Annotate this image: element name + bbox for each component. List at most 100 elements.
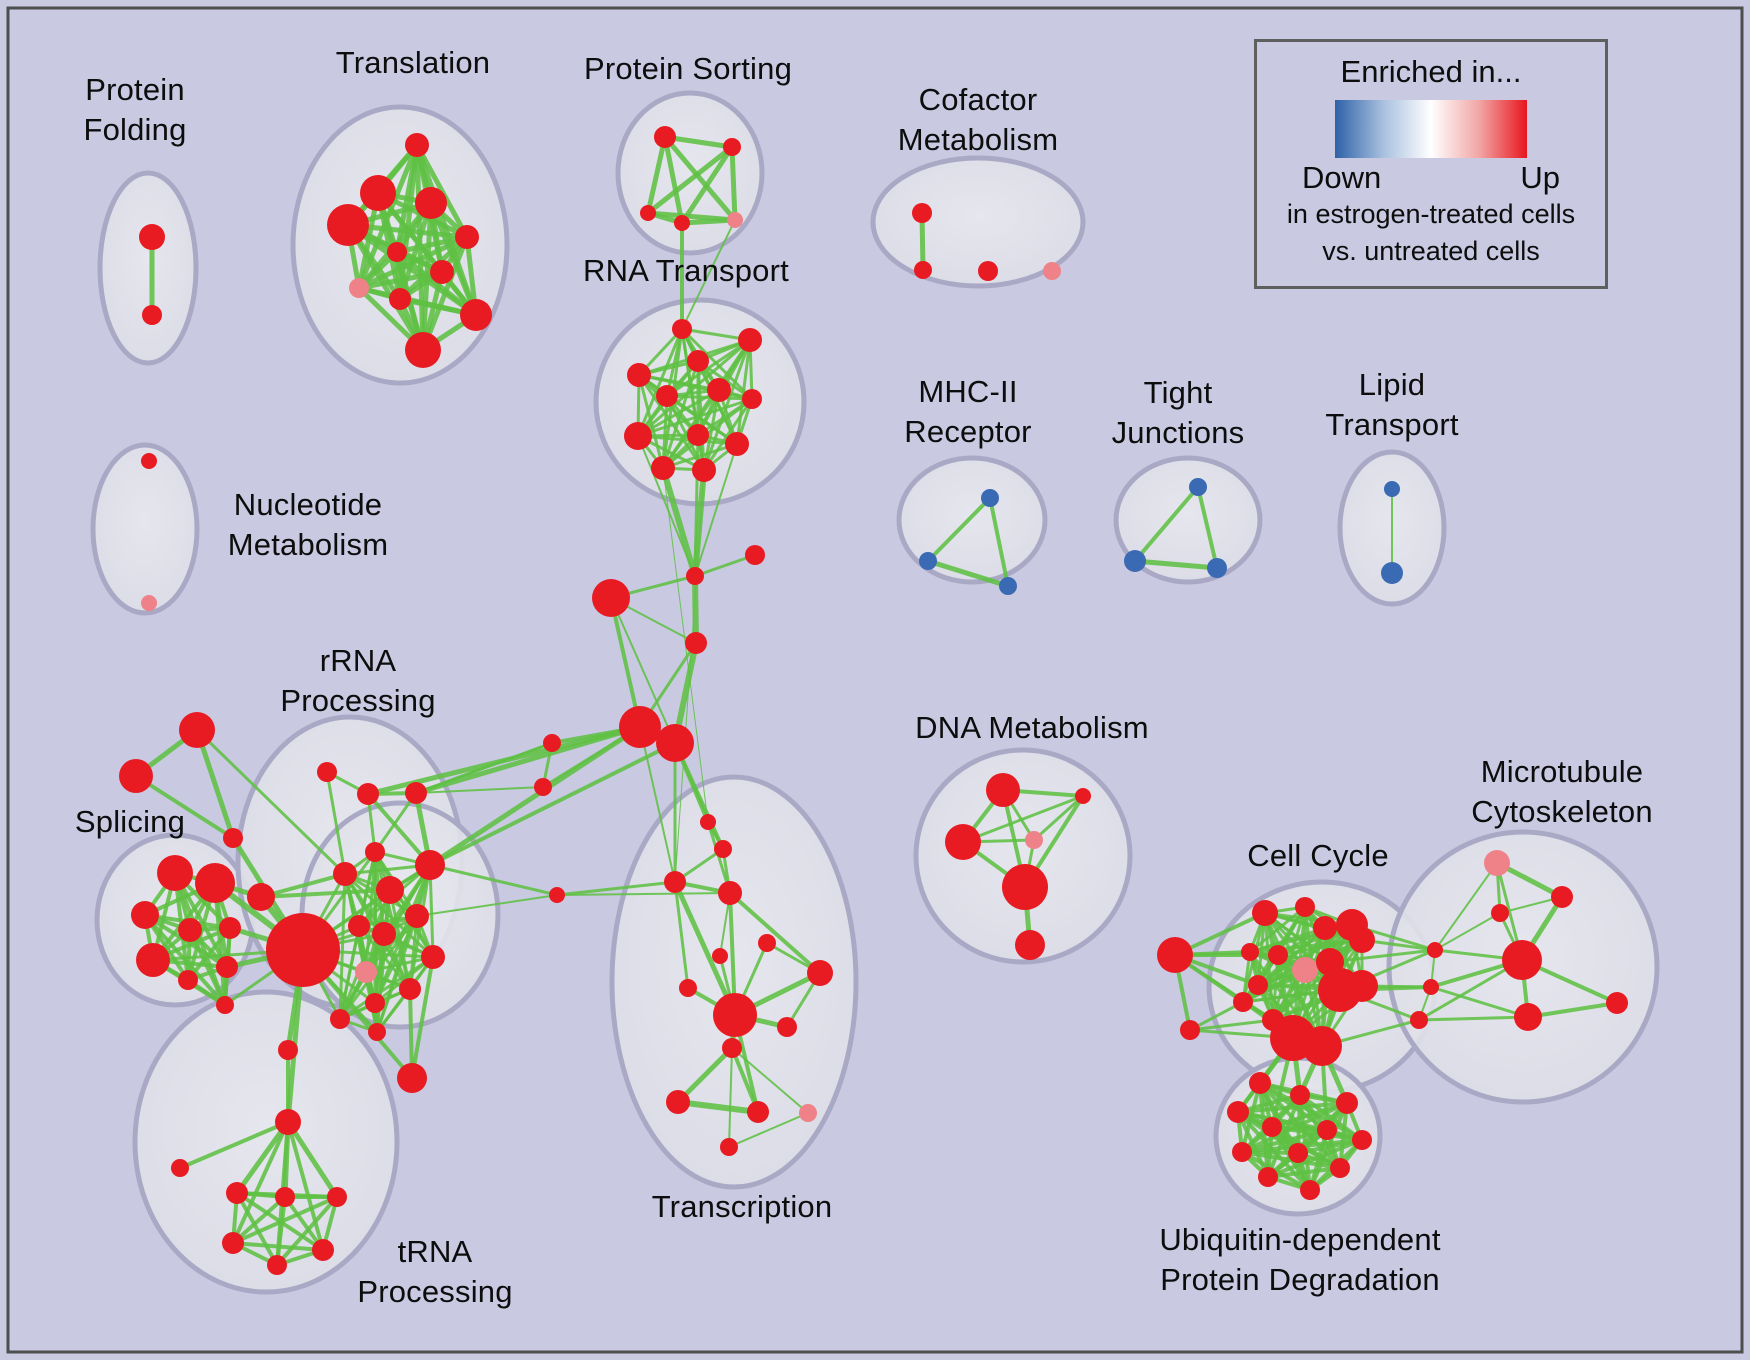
legend-gradient-bar — [1335, 100, 1527, 158]
cluster-label-protein-folding: Protein — [85, 72, 185, 107]
cluster-label-mhc-ii-receptor: MHC-II — [918, 374, 1017, 409]
network-node-rt2 — [738, 328, 762, 352]
cluster-label-transcription: Transcription — [652, 1189, 833, 1224]
network-edge — [235, 1191, 279, 1267]
network-node-d2 — [1075, 788, 1091, 804]
network-node-d5 — [1002, 864, 1048, 910]
network-node-r11 — [355, 961, 377, 983]
network-node-tn4 — [222, 1232, 244, 1254]
network-node-s7 — [178, 970, 198, 990]
network-node-c11 — [1233, 992, 1253, 1012]
network-node-tj1 — [1189, 478, 1207, 496]
network-node-r5 — [333, 862, 357, 886]
network-edge — [555, 880, 677, 897]
network-node-lp1 — [1384, 481, 1400, 497]
cluster-label-rrna-processing: rRNA — [320, 643, 397, 678]
cluster-label-nucleotide-metabolism: Nucleotide — [234, 487, 382, 522]
network-edge — [728, 1047, 733, 1148]
network-edge — [694, 443, 738, 577]
network-edge — [428, 863, 559, 897]
network-node-nm1 — [141, 453, 157, 469]
network-edge — [728, 891, 822, 975]
network-node-ps4 — [674, 215, 690, 231]
network-edge — [693, 553, 757, 578]
network-edge — [637, 373, 706, 472]
network-edge — [231, 1195, 339, 1245]
legend-box: Enriched in... Down Up in estrogen-treat… — [1254, 39, 1608, 289]
network-edge — [427, 724, 643, 868]
network-node-u4 — [1227, 1101, 1249, 1123]
network-edge — [375, 932, 386, 1034]
network-node-mh3 — [999, 577, 1017, 595]
network-node-sat1 — [179, 712, 215, 748]
network-node-u10 — [1330, 1158, 1350, 1178]
network-node-tc9 — [713, 993, 757, 1037]
network-node-s1 — [157, 855, 193, 891]
network-node-mt6 — [1606, 992, 1628, 1014]
cluster-label-tight-junctions: Junctions — [1112, 415, 1245, 450]
cluster-label-cell-cycle: Cell Cycle — [1247, 838, 1389, 873]
network-node-rt9 — [687, 424, 709, 446]
network-edge — [143, 913, 227, 1007]
network-node-mt1 — [1484, 850, 1510, 876]
network-node-u7 — [1352, 1130, 1372, 1150]
network-edge — [414, 142, 470, 240]
network-node-t8 — [349, 278, 369, 298]
network-edge — [645, 134, 668, 216]
network-node-r18 — [397, 1063, 427, 1093]
network-node-tc2 — [714, 840, 732, 858]
cluster-label-ubiquitin-degradation: Protein Degradation — [1160, 1262, 1440, 1297]
network-node-m9 — [1410, 1011, 1428, 1029]
cluster-label-cofactor-metabolism: Metabolism — [898, 122, 1059, 157]
network-node-m8 — [1423, 979, 1439, 995]
cluster-label-microtubule-cytoskeleton: Cytoskeleton — [1471, 794, 1653, 829]
network-node-rt4 — [627, 363, 651, 387]
network-node-tj2 — [1124, 550, 1146, 572]
network-node-rt3 — [687, 350, 709, 372]
network-edge — [702, 338, 752, 472]
network-edge — [661, 442, 739, 470]
network-node-cf1 — [912, 203, 932, 223]
network-edge — [1328, 948, 1437, 964]
network-node-tj3 — [1207, 558, 1227, 578]
network-edge — [186, 926, 232, 982]
network-edge — [662, 134, 738, 223]
network-node-r6 — [365, 842, 385, 862]
network-node-tc5 — [758, 934, 776, 952]
network-node-r19 — [368, 1023, 386, 1041]
network-edge — [416, 894, 558, 917]
network-node-mt3 — [1491, 904, 1509, 922]
network-node-u11 — [1258, 1167, 1278, 1187]
network-node-cf3 — [978, 261, 998, 281]
cluster-ellipse-nucleotide-metabolism — [90, 442, 200, 616]
network-edge — [394, 249, 479, 318]
network-node-c5 — [1349, 927, 1375, 953]
network-node-u9 — [1288, 1143, 1308, 1163]
network-node-c7 — [1268, 945, 1288, 965]
network-node-u6 — [1317, 1120, 1337, 1140]
network-edge — [1236, 1101, 1349, 1114]
network-node-tc14 — [799, 1104, 817, 1122]
network-node-tn1 — [226, 1182, 248, 1204]
network-node-t11 — [405, 332, 441, 368]
network-edge — [926, 496, 992, 563]
network-node-r1 — [357, 783, 379, 805]
network-node-ps5 — [727, 212, 743, 228]
network-node-nm2 — [141, 595, 157, 611]
network-edge — [1276, 938, 1364, 957]
network-edge — [609, 596, 642, 729]
network-node-mh2 — [919, 552, 937, 570]
network-edge — [636, 327, 684, 438]
network-edge — [636, 397, 754, 438]
network-node-r16 — [266, 913, 340, 987]
network-node-h3 — [592, 579, 630, 617]
node-layer — [119, 126, 1628, 1275]
network-edge — [675, 1099, 761, 1115]
network-edge — [679, 144, 735, 226]
cluster-label-protein-folding: Folding — [83, 112, 186, 147]
network-node-rt10 — [725, 432, 749, 456]
network-edge — [661, 394, 669, 470]
network-node-ps1 — [654, 126, 676, 148]
network-edge — [660, 465, 698, 579]
